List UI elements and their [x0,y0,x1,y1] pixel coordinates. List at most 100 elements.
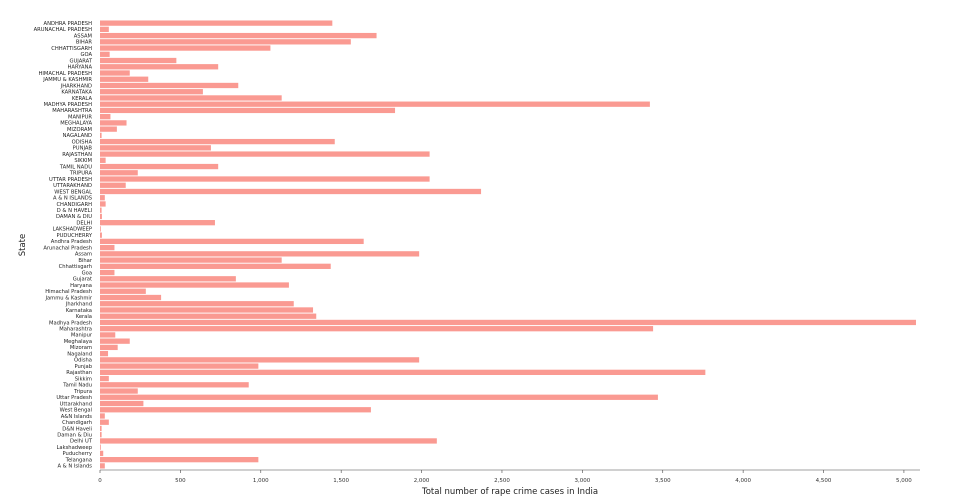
category-label: Daman & Diu [57,433,92,439]
bar [100,438,437,444]
y-axis-title: State [18,234,28,257]
bar [100,207,102,213]
bar [100,220,215,226]
bar [100,151,430,157]
category-label: DELHI [76,220,92,226]
bar [100,457,259,463]
category-label: DAMAN & DIU [56,214,92,220]
category-label: A&N Islands [61,414,93,420]
bar [100,369,706,375]
bar [100,132,102,139]
category-label: ARUNACHAL PRADESH [34,27,93,33]
bar [100,145,211,151]
category-label: Andhra Pradesh [51,239,92,245]
category-label: MEGHALAYA [60,121,92,127]
bar [100,70,130,76]
bar [100,269,115,276]
x-axis-ticks: 0 500 1,000 1,500 2,000 2,500 3,000 3,500 4,000 4… [98,470,912,484]
bar [100,400,144,407]
bar [100,232,102,238]
category-label: A & N Islands [57,464,92,470]
category-label: TRIPURA [69,171,93,177]
bar [100,57,177,64]
category-label: KERALA [72,96,93,102]
category-label: Kerala [76,314,92,320]
category-label: NAGALAND [63,133,92,139]
category-label: RAJASTHAN [62,152,92,158]
category-label: WEST BENGAL [54,189,92,195]
bar [100,170,138,176]
bar [100,338,130,344]
category-label: CHHATTISGARH [51,46,92,52]
bar [100,120,127,126]
category-label: Lakshadweep [57,445,93,451]
category-label: MAHARASHTRA [52,108,92,114]
category-label: GUJARAT [69,58,92,64]
bar [100,126,117,132]
bar [100,188,482,195]
category-label: SIKKIM [74,158,92,164]
bar [100,388,138,394]
bars-group [100,20,916,469]
x-tick-label: 3,000 [574,478,590,484]
bar [100,394,658,400]
x-tick-label: 2,000 [414,478,430,484]
bar [100,263,331,269]
bar [100,363,259,369]
bar [100,101,650,107]
bar [100,344,118,351]
x-tick-label: 1,500 [333,478,349,484]
category-label: GOA [80,52,92,58]
bar [100,251,420,257]
category-label: Chhattisgarh [59,264,92,270]
bar [100,82,239,89]
bar [100,201,106,207]
bar [100,138,335,145]
category-label: BIHAR [76,40,93,46]
category-label: Tamil Nadu [62,383,92,389]
category-label: Bihar [78,258,92,264]
bar [100,51,110,57]
bar [100,89,203,95]
bar [100,244,115,251]
category-label: Maharashtra [59,326,92,332]
bar [100,20,333,26]
bar [100,107,396,114]
category-label: TAMIL NADU [59,164,92,170]
category-label: Mizoram [70,345,92,351]
category-label: Jammu & Kashmir [44,295,92,301]
category-label: MANIPUR [68,114,92,120]
bar [100,213,102,220]
bar [100,163,219,170]
category-label: UTTAR PRADESH [49,177,92,183]
bar [100,463,105,469]
category-label: CHANDIGARH [56,202,92,208]
x-tick-label: 0 [98,478,102,484]
category-label: Rajasthan [66,370,92,376]
bar [100,226,101,232]
category-label: Sikkim [75,376,92,382]
category-label: Arunachal Pradesh [43,245,92,251]
bar [100,257,282,263]
category-label: Manipur [71,333,93,339]
bar [100,357,420,363]
category-label: Tripura [73,389,92,395]
x-tick-label: 5,000 [896,478,912,484]
bar [100,326,654,332]
x-tick-label: 4,500 [816,478,832,484]
category-label: HIMACHAL PRADESH [38,71,92,77]
category-label: Assam [75,252,92,258]
category-label: Odisha [74,358,92,364]
bar [100,407,371,413]
category-label: JHARKHAND [60,83,92,89]
bar [100,307,314,313]
category-label: Telangana [65,457,92,463]
category-label: West Bengal [60,408,92,414]
bar [100,382,249,388]
category-label: Uttar Pradesh [56,395,92,401]
category-label: Puducherry [63,451,92,457]
category-label: Himachal Pradesh [45,289,92,295]
category-label: PUDUCHERRY [56,233,92,239]
bar [100,76,149,82]
bar [100,350,109,357]
